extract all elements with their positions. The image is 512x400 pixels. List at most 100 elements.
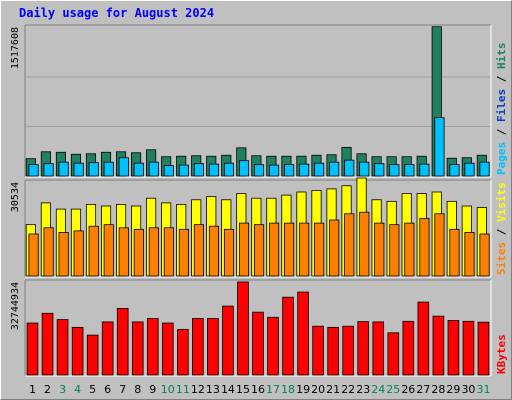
bar-kbytes-day-1 xyxy=(26,322,39,376)
day-label-16: 16 xyxy=(251,383,265,396)
bar-pages-day-21 xyxy=(329,161,340,177)
bar-kbytes-day-9 xyxy=(146,318,159,376)
bar-sites-day-21 xyxy=(329,219,340,277)
bar-sites-day-8 xyxy=(133,228,144,277)
bar-kbytes-day-18 xyxy=(282,296,294,376)
hits-legend-part-2: Files xyxy=(495,89,508,122)
visits-legend-part-0: Sites xyxy=(495,242,508,275)
bar-pages-day-2 xyxy=(43,163,54,177)
bar-pages-day-12 xyxy=(193,163,204,177)
bar-kbytes-day-17 xyxy=(267,316,279,376)
visits-legend-part-1: / xyxy=(495,222,508,242)
bar-pages-day-31 xyxy=(479,161,490,177)
kbytes-axis-max-label: 32744934 xyxy=(10,282,21,330)
bar-pages-day-11 xyxy=(178,164,189,177)
day-label-21: 21 xyxy=(326,383,340,396)
panel-hits: 1517608 Pages / Files / Hits xyxy=(10,24,508,178)
bar-kbytes-day-7 xyxy=(116,307,129,376)
bar-pages-day-28 xyxy=(434,117,445,177)
bar-pages-day-6 xyxy=(103,161,114,177)
bar-pages-day-30 xyxy=(464,162,475,177)
day-label-13: 13 xyxy=(206,383,220,396)
bar-kbytes-day-4 xyxy=(71,326,84,376)
bar-sites-day-14 xyxy=(223,228,235,277)
bar-pages-day-14 xyxy=(223,162,235,177)
bar-kbytes-day-28 xyxy=(432,315,445,376)
bar-sites-day-18 xyxy=(284,222,295,277)
bar-kbytes-day-30 xyxy=(462,320,475,376)
bar-pages-day-13 xyxy=(208,163,220,177)
bar-sites-day-10 xyxy=(163,227,174,277)
bar-kbytes-day-15 xyxy=(237,281,249,376)
bar-kbytes-day-16 xyxy=(252,311,264,376)
bar-pages-day-17 xyxy=(269,164,280,177)
day-label-17: 17 xyxy=(266,383,280,396)
bar-sites-day-31 xyxy=(479,233,490,277)
bar-sites-day-13 xyxy=(208,225,220,277)
bar-sites-day-4 xyxy=(73,230,84,277)
bar-kbytes-day-23 xyxy=(357,321,370,376)
day-label-1: 1 xyxy=(29,383,36,396)
bar-sites-day-24 xyxy=(374,222,385,277)
bar-kbytes-day-3 xyxy=(56,319,69,376)
day-label-25: 25 xyxy=(386,383,400,396)
bar-kbytes-day-5 xyxy=(86,334,99,376)
bar-sites-day-6 xyxy=(103,224,114,277)
bar-sites-day-17 xyxy=(269,222,280,277)
kbytes-legend-part-0: KBytes xyxy=(495,334,508,374)
bar-pages-day-20 xyxy=(314,162,325,177)
bar-kbytes-day-24 xyxy=(372,321,385,376)
bar-sites-day-26 xyxy=(404,222,415,277)
hits-legend-part-4: Hits xyxy=(495,43,508,70)
bar-pages-day-26 xyxy=(404,164,415,177)
bar-sites-day-11 xyxy=(178,228,189,277)
bar-pages-day-3 xyxy=(58,161,69,177)
day-label-27: 27 xyxy=(416,383,430,396)
bar-sites-day-7 xyxy=(118,227,129,277)
bar-kbytes-day-25 xyxy=(387,332,400,376)
hits-plot-area xyxy=(25,25,491,177)
bar-pages-day-10 xyxy=(163,165,174,177)
bar-pages-day-8 xyxy=(133,162,144,177)
bar-pages-day-19 xyxy=(299,163,310,177)
day-label-3: 3 xyxy=(59,383,66,396)
day-label-15: 15 xyxy=(236,383,250,396)
bar-kbytes-day-26 xyxy=(402,320,415,376)
day-label-7: 7 xyxy=(119,383,126,396)
bar-kbytes-day-8 xyxy=(131,321,144,376)
bar-sites-day-5 xyxy=(88,225,99,277)
bar-pages-day-25 xyxy=(389,164,400,177)
day-label-28: 28 xyxy=(431,383,445,396)
visits-side-legend: Sites / Visits xyxy=(495,182,508,275)
bar-kbytes-day-27 xyxy=(417,301,430,376)
bar-sites-day-30 xyxy=(464,232,475,277)
day-label-4: 4 xyxy=(74,383,81,396)
bar-pages-day-23 xyxy=(359,161,370,177)
hits-axis-max-label: 1517608 xyxy=(10,27,21,69)
bar-kbytes-day-31 xyxy=(477,321,490,376)
bar-sites-day-9 xyxy=(148,227,159,277)
hits-legend-part-0: Pages xyxy=(495,142,508,175)
bar-sites-day-29 xyxy=(449,228,460,277)
bar-sites-day-15 xyxy=(238,222,250,277)
day-label-18: 18 xyxy=(281,383,295,396)
bar-kbytes-day-11 xyxy=(177,328,189,376)
bar-sites-day-3 xyxy=(58,232,69,277)
day-label-5: 5 xyxy=(89,383,96,396)
bar-kbytes-day-12 xyxy=(192,318,204,376)
bar-pages-day-1 xyxy=(28,164,39,177)
chart-panels: 1517608 Pages / Files / Hits 30534 Sites / … xyxy=(10,24,508,377)
bar-pages-day-29 xyxy=(449,164,460,177)
bar-pages-day-27 xyxy=(419,163,430,177)
visits-axis-max-label: 30534 xyxy=(10,182,21,212)
day-label-22: 22 xyxy=(341,383,355,396)
hits-legend-part-3: / xyxy=(495,69,508,89)
day-label-30: 30 xyxy=(461,383,475,396)
bar-kbytes-day-14 xyxy=(222,305,234,376)
bar-kbytes-day-22 xyxy=(342,325,354,376)
day-labels: 1 2 3 4 5 6 7 8 9 10 11 12 13 14 15 16 17 18 19 20 21 22 23 24 2… xyxy=(29,383,490,396)
bar-pages-day-24 xyxy=(374,163,385,177)
day-label-6: 6 xyxy=(104,383,111,396)
bar-pages-day-7 xyxy=(118,157,129,177)
